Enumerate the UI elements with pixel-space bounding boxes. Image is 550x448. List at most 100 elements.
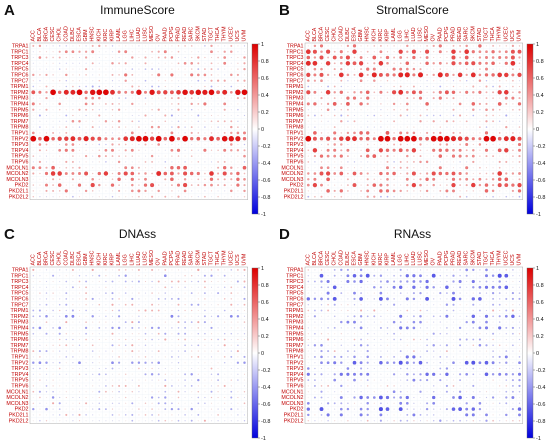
correlation-dot xyxy=(230,420,232,422)
correlation-dot xyxy=(217,56,219,59)
correlation-dot xyxy=(138,327,140,329)
correlation-dot xyxy=(419,85,422,88)
correlation-plot-dnass: TRPA1TRPC1TRPC3TRPC4TRPC5TRPC6TRPC7TRPM1… xyxy=(6,250,270,442)
correlation-dot xyxy=(243,361,246,365)
correlation-dot xyxy=(326,291,330,295)
correlation-dot xyxy=(517,49,522,54)
correlation-dot xyxy=(333,137,337,141)
correlation-dot xyxy=(111,396,114,399)
correlation-dot xyxy=(452,367,455,370)
correlation-dot xyxy=(485,97,488,99)
correlation-dot xyxy=(39,178,41,180)
correlation-dot xyxy=(400,344,402,346)
correlation-dot xyxy=(367,45,369,47)
correlation-dot xyxy=(125,85,127,88)
correlation-dot xyxy=(32,407,35,411)
correlation-dot xyxy=(472,126,474,128)
correlation-dot xyxy=(413,350,415,352)
correlation-dot xyxy=(78,408,81,410)
correlation-dot xyxy=(243,143,246,146)
correlation-dot xyxy=(243,414,246,416)
correlation-dot xyxy=(412,85,415,88)
row-label: TRPM1 xyxy=(286,308,304,314)
correlation-dot xyxy=(39,419,41,422)
correlation-dot xyxy=(445,189,449,193)
correlation-dot xyxy=(144,160,147,163)
correlation-dot xyxy=(171,80,173,82)
correlation-dot xyxy=(433,68,435,70)
correlation-dot xyxy=(104,120,108,123)
correlation-dot xyxy=(327,85,330,88)
correlation-dot xyxy=(459,167,461,169)
correlation-dot xyxy=(307,419,310,422)
correlation-dot xyxy=(479,391,481,393)
correlation-dot xyxy=(479,275,481,277)
correlation-dot xyxy=(98,103,100,105)
correlation-dot xyxy=(413,114,415,117)
correlation-dot xyxy=(125,45,127,47)
correlation-dot xyxy=(137,361,141,364)
correlation-dot xyxy=(111,97,114,99)
correlation-dot xyxy=(98,196,100,198)
correlation-dot xyxy=(184,114,186,117)
correlation-dot xyxy=(491,291,495,295)
correlation-dot xyxy=(131,292,133,294)
correlation-dot xyxy=(64,148,68,152)
correlation-dot xyxy=(314,190,316,192)
correlation-dot xyxy=(243,321,246,323)
correlation-dot xyxy=(339,395,343,400)
correlation-dot xyxy=(197,85,199,88)
column-label: PAAD xyxy=(162,251,168,265)
correlation-dot xyxy=(92,356,94,358)
correlation-dot xyxy=(419,396,422,399)
correlation-dot xyxy=(512,85,514,88)
correlation-dot xyxy=(492,172,495,175)
correlation-dot xyxy=(353,414,356,416)
correlation-dot xyxy=(347,356,349,358)
correlation-dot xyxy=(144,155,147,157)
correlation-dot xyxy=(319,72,324,77)
correlation-dot xyxy=(204,286,206,289)
correlation-dot xyxy=(380,338,382,341)
panel-letter: C xyxy=(4,226,15,243)
correlation-dot xyxy=(203,292,206,295)
correlation-dot xyxy=(182,135,189,142)
correlation-dot xyxy=(65,275,67,277)
correlation-dot xyxy=(511,395,515,400)
correlation-dots xyxy=(306,268,522,422)
correlation-dot xyxy=(45,407,48,411)
correlation-dot xyxy=(518,167,521,169)
correlation-dot xyxy=(158,338,160,341)
correlation-dot xyxy=(485,292,488,294)
row-label: TRPV3 xyxy=(286,142,303,148)
correlation-dot xyxy=(307,350,309,352)
correlation-dot xyxy=(45,132,48,134)
correlation-dot xyxy=(346,44,350,48)
correlation-dot xyxy=(177,292,180,294)
correlation-dot xyxy=(32,80,34,82)
correlation-dot xyxy=(45,51,48,53)
correlation-dot xyxy=(243,149,246,152)
correlation-dot xyxy=(347,414,349,416)
correlation-dot xyxy=(210,190,213,192)
correlation-dot xyxy=(459,333,461,335)
correlation-dot xyxy=(72,362,74,364)
correlation-dot xyxy=(65,402,67,404)
correlation-dot xyxy=(465,172,469,175)
correlation-dot xyxy=(392,303,396,306)
correlation-dot xyxy=(184,373,187,376)
correlation-dot xyxy=(224,114,226,117)
correlation-dot xyxy=(89,89,96,96)
row-label: TRPC7 xyxy=(286,78,303,84)
correlation-dot xyxy=(499,126,501,128)
correlation-dot xyxy=(439,373,442,376)
correlation-dot xyxy=(314,402,316,404)
correlation-dot xyxy=(58,303,61,306)
correlation-dot xyxy=(204,172,206,175)
correlation-dot xyxy=(224,414,226,416)
correlation-dot xyxy=(505,132,507,134)
correlation-dot xyxy=(419,62,422,65)
column-label: KIRP xyxy=(109,253,115,266)
correlation-dot xyxy=(505,167,507,169)
correlation-dot xyxy=(339,407,343,411)
